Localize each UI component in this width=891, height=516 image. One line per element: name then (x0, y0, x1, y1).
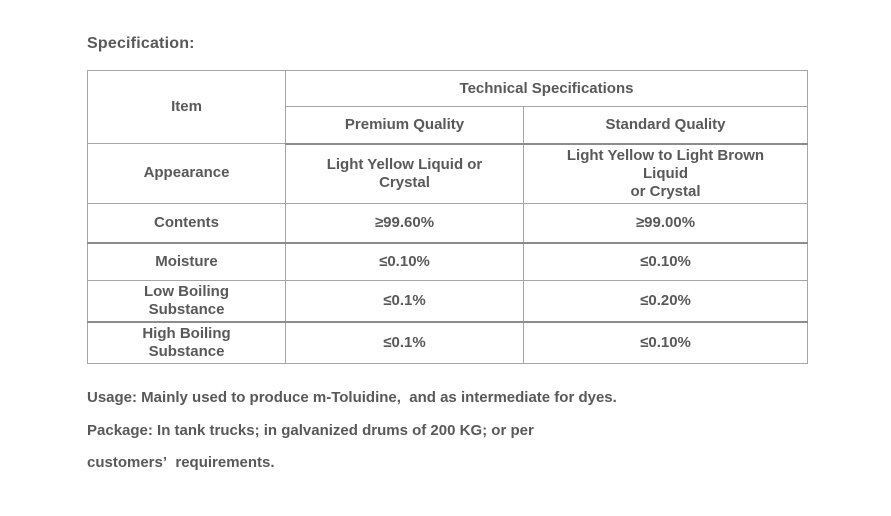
row-label-appearance: Appearance (87, 143, 286, 204)
page-title: Specification: (87, 35, 195, 52)
row-label-low-boiling: Low Boiling Substance (87, 279, 286, 323)
table-row-moisture: Moisture ≤0.10% ≤0.10% (87, 242, 809, 281)
table-row-appearance: Appearance Light Yellow Liquid or Crysta… (87, 143, 809, 204)
row-label-moisture: Moisture (87, 242, 286, 281)
high-boiling-standard-value: ≤0.10% (522, 321, 809, 364)
col-header-standard-quality: Standard Quality (522, 106, 809, 145)
col-header-premium-quality: Premium Quality (285, 106, 524, 145)
header-row-quality: Premium Quality Standard Quality (88, 106, 809, 145)
col-header-tech-specs: Technical Specifications (284, 70, 809, 107)
header-row-tech-specs: Item Technical Specifications (87, 70, 809, 144)
spec-table: Item Technical Specifications Premium Qu… (87, 70, 809, 364)
moisture-standard-value: ≤0.10% (522, 242, 809, 281)
table-row-contents: Contents ≥99.60% ≥99.00% (87, 202, 809, 244)
table-row-high-boiling: High Boiling Substance ≤0.1% ≤0.10% (87, 321, 809, 364)
package-note: Package: In tank trucks; in galvanized d… (87, 422, 534, 471)
table-row-low-boiling: Low Boiling Substance ≤0.1% ≤0.20% (87, 279, 809, 323)
high-boiling-premium-value: ≤0.1% (285, 321, 524, 364)
appearance-standard-value: Light Yellow to Light Brown Liquid or Cr… (522, 143, 809, 204)
row-label-contents: Contents (87, 202, 286, 244)
moisture-premium-value: ≤0.10% (285, 242, 524, 281)
usage-note: Usage: Mainly used to produce m-Toluidin… (87, 389, 617, 406)
appearance-premium-value: Light Yellow Liquid or Crystal (285, 143, 524, 204)
row-label-high-boiling: High Boiling Substance (87, 321, 286, 364)
low-boiling-standard-value: ≤0.20% (522, 279, 809, 323)
contents-premium-value: ≥99.60% (285, 202, 524, 244)
col-header-item: Item (87, 70, 286, 144)
contents-standard-value: ≥99.00% (522, 202, 809, 244)
low-boiling-premium-value: ≤0.1% (285, 279, 524, 323)
